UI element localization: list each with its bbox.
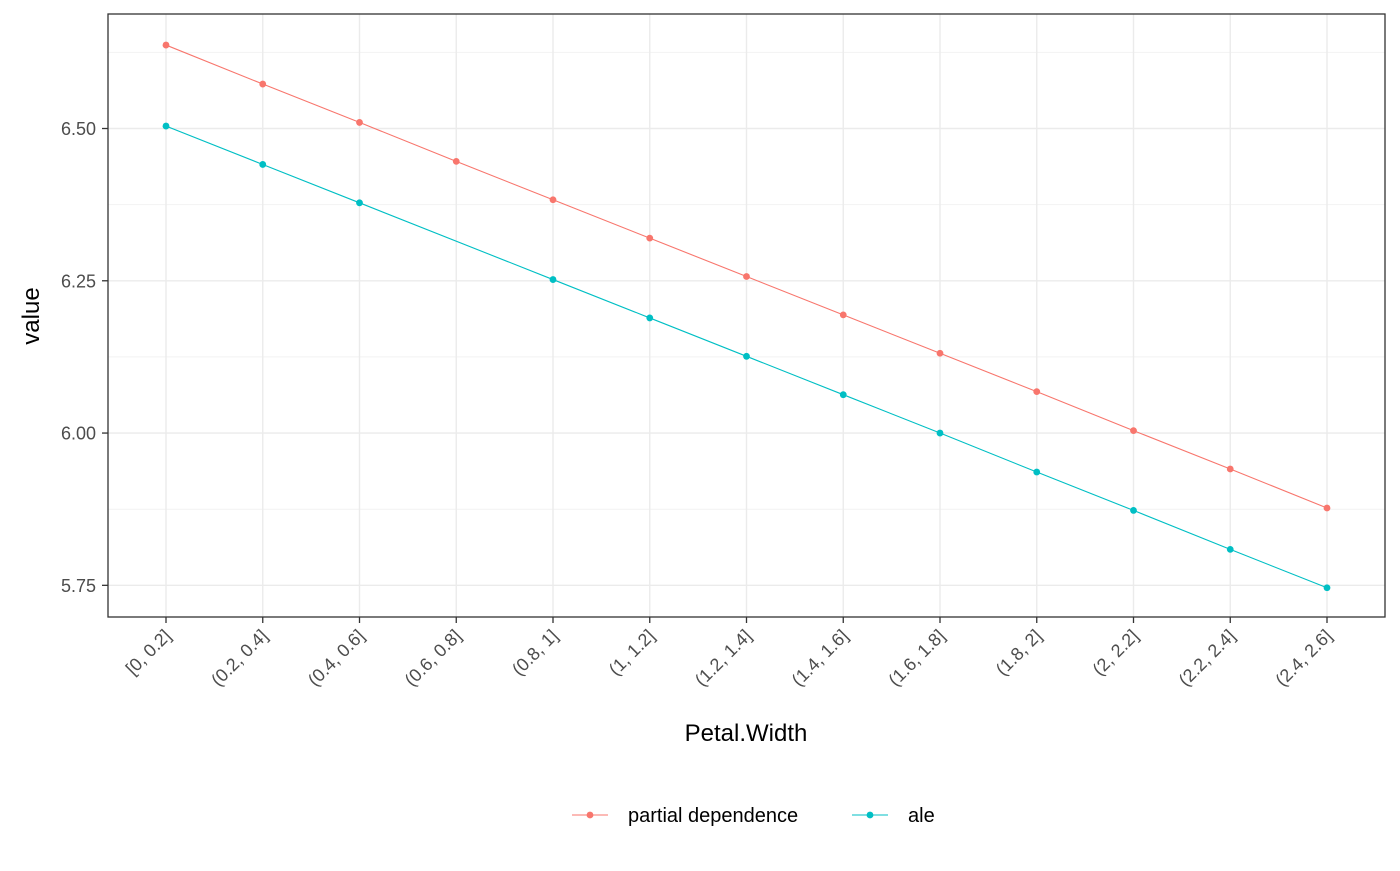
x-tick-label: (2.4, 2.6]	[1271, 626, 1335, 690]
data-point	[1323, 504, 1331, 512]
legend-item: partial dependence	[572, 805, 798, 827]
legend-item: ale	[852, 805, 935, 827]
x-axis-title: Petal.Width	[685, 720, 808, 747]
data-point	[259, 161, 267, 168]
x-tick-label: (0.6, 0.8]	[401, 626, 465, 690]
data-point	[549, 276, 557, 283]
x-tick-label: (1.8, 2]	[992, 626, 1046, 680]
data-point	[1033, 388, 1041, 396]
data-point	[1130, 427, 1137, 435]
x-tick-label: (0.2, 0.4]	[207, 626, 271, 690]
legend-key-point	[586, 811, 594, 819]
data-point	[356, 199, 363, 207]
data-point	[1033, 468, 1041, 476]
data-point	[452, 158, 460, 165]
data-point	[259, 80, 267, 88]
x-axis: [0, 0.2] (0.2, 0.4] (0.4, 0.6] (0.6, 0.8] (0…	[122, 617, 1336, 690]
x-tick-label: [0, 0.2]	[122, 626, 175, 679]
major-grid	[108, 14, 1385, 617]
data-point	[1130, 507, 1137, 514]
data-point	[743, 352, 750, 360]
series-points	[162, 41, 1331, 592]
x-tick-label: (0.8, 1]	[508, 626, 562, 680]
x-tick-label: (1, 1.2]	[605, 626, 659, 680]
data-point	[549, 196, 557, 204]
legend: partial dependence ale	[572, 805, 935, 827]
legend-label: ale	[908, 805, 935, 827]
data-point	[646, 314, 654, 322]
data-point	[743, 273, 750, 280]
data-point	[1226, 545, 1234, 553]
data-point	[1323, 584, 1331, 592]
x-tick-label: (1.2, 1.4]	[691, 626, 755, 690]
data-point	[162, 41, 170, 49]
x-tick-label: (2.2, 2.4]	[1175, 626, 1239, 690]
data-point	[356, 119, 363, 126]
y-tick-label: 6.50	[61, 119, 96, 139]
y-tick-label: 6.25	[61, 271, 96, 291]
x-tick-label: (1.6, 1.8]	[884, 626, 948, 690]
data-point	[839, 391, 847, 399]
y-tick-label: 6.00	[61, 424, 96, 444]
legend-label: partial dependence	[628, 805, 798, 827]
x-tick-label: (1.4, 1.6]	[788, 626, 852, 690]
data-point	[646, 234, 654, 242]
data-point	[839, 311, 847, 319]
x-tick-label: (2, 2.2]	[1089, 626, 1143, 680]
data-point	[162, 122, 170, 130]
x-tick-label: (0.4, 0.6]	[304, 626, 368, 690]
y-axis-title: value	[18, 287, 45, 344]
series-line	[165, 125, 1328, 589]
data-point	[1226, 465, 1234, 473]
legend-key-point	[866, 811, 874, 819]
data-point	[936, 349, 944, 357]
y-tick-label: 5.75	[61, 576, 96, 596]
data-point	[936, 429, 944, 437]
y-axis: 5.75 6.00 6.25 6.50	[61, 119, 108, 596]
